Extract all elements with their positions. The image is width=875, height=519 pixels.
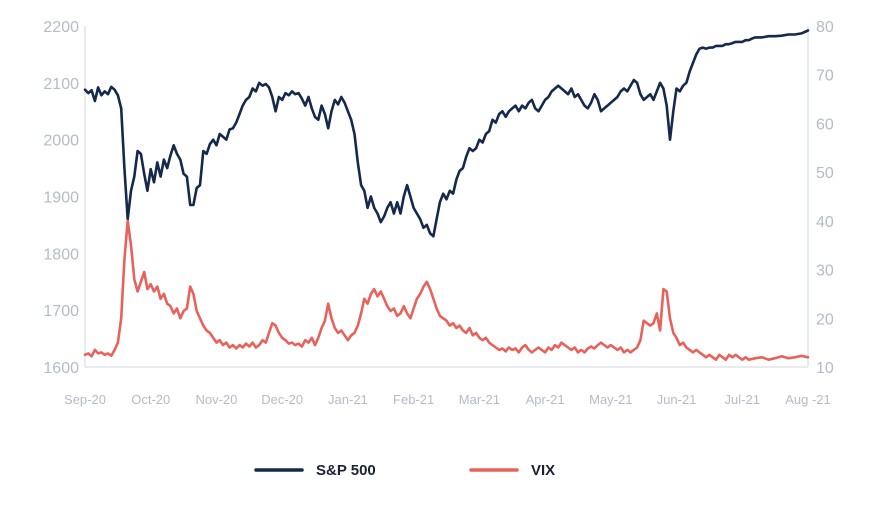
left-y-tick-label: 1700: [43, 303, 79, 320]
right-y-tick-label: 30: [816, 263, 834, 280]
axes-layer: 1600 1700 1800 1900 2000 2100 2200 10 20 30 40 50 60…: [43, 19, 833, 407]
right-y-tick-label: 50: [816, 165, 834, 182]
x-tick-label: Aug -21: [785, 392, 831, 407]
x-tick-label: Nov-20: [195, 392, 237, 407]
right-y-tick-label: 10: [816, 360, 834, 377]
x-tick-label: Apr-21: [526, 392, 565, 407]
left-y-tick-label: 2000: [43, 133, 79, 150]
x-tick-label: Sep-20: [64, 392, 106, 407]
right-y-tick-label: 40: [816, 214, 834, 231]
x-tick-label: Jul-21: [725, 392, 760, 407]
series-line-s-p-500: [83, 29, 810, 238]
left-y-tick-label: 1900: [43, 190, 79, 207]
right-y-tick-label: 70: [816, 68, 834, 85]
legend: S&P 500 VIX: [254, 462, 555, 479]
x-tick-label: Jan-21: [328, 392, 368, 407]
x-tick-label: Oct-20: [131, 392, 170, 407]
left-y-tick-label: 1800: [43, 246, 79, 263]
x-tick-label: May-21: [589, 392, 632, 407]
x-tick-label: Dec-20: [261, 392, 303, 407]
left-y-tick-label: 2100: [43, 76, 79, 93]
legend-label-vix: VIX: [531, 462, 555, 479]
left-y-tick-label: 2200: [43, 19, 79, 36]
x-tick-label: Mar-21: [459, 392, 500, 407]
right-y-tick-label: 80: [816, 19, 834, 36]
left-y-tick-label: 1600: [43, 360, 79, 377]
series-layer: [83, 29, 810, 361]
legend-label-s-p-500: S&P 500: [316, 462, 376, 479]
series-line-vix: [83, 219, 810, 361]
x-tick-label: Jun-21: [657, 392, 697, 407]
right-y-tick-label: 60: [816, 116, 834, 133]
right-y-tick-label: 20: [816, 311, 834, 328]
x-tick-label: Feb-21: [393, 392, 434, 407]
